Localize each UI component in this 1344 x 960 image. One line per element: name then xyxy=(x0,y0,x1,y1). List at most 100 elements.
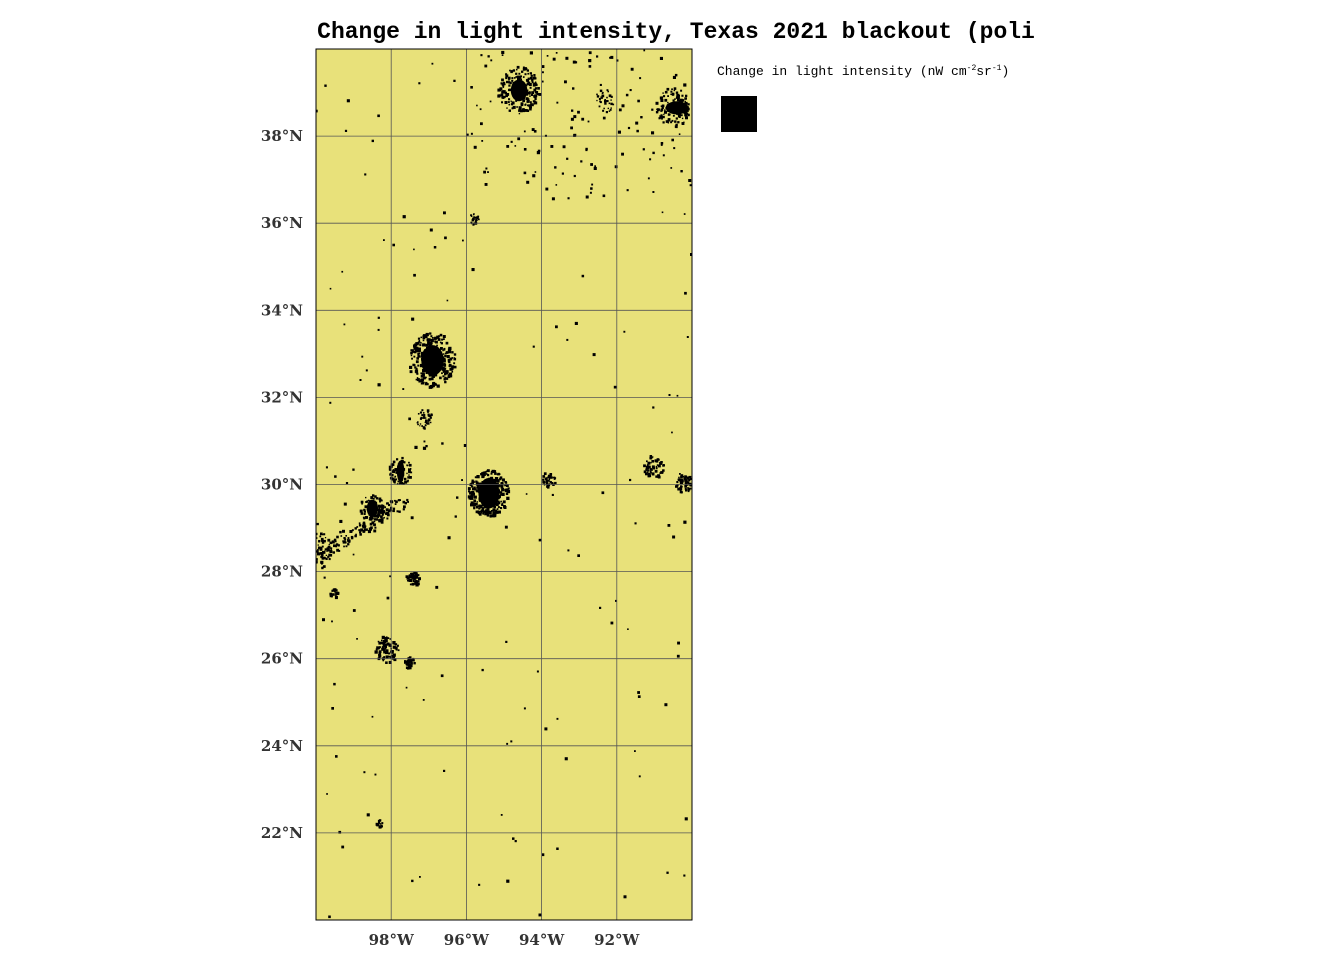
light-dot xyxy=(380,518,384,521)
light-dot xyxy=(666,87,670,91)
light-dot xyxy=(581,117,585,121)
light-dot xyxy=(577,110,580,114)
light-dot xyxy=(629,478,632,482)
light-features xyxy=(316,49,692,919)
light-dot xyxy=(338,550,341,552)
light-dot xyxy=(471,268,475,272)
light-dot xyxy=(537,149,541,153)
light-dot xyxy=(504,525,508,529)
urban-cluster xyxy=(416,409,433,430)
light-dot xyxy=(356,526,359,528)
light-dot xyxy=(626,189,629,192)
light-dot xyxy=(679,473,681,475)
light-dot xyxy=(596,55,599,58)
light-dot xyxy=(328,915,331,919)
light-dot xyxy=(590,163,593,166)
light-dot xyxy=(429,228,433,232)
light-dot xyxy=(440,674,444,678)
longitude-tick-label: 98°W xyxy=(369,931,415,949)
light-dot xyxy=(370,514,373,517)
latitude-tick-label: 28°N xyxy=(261,563,303,581)
light-dot xyxy=(433,246,437,249)
light-dot xyxy=(454,515,457,518)
light-dot xyxy=(394,499,396,502)
light-dot xyxy=(331,540,335,544)
light-dot xyxy=(572,60,576,64)
light-dot xyxy=(667,524,671,527)
light-dot xyxy=(377,316,380,319)
light-dot xyxy=(443,769,446,772)
light-dot xyxy=(352,609,356,612)
light-dot xyxy=(634,750,636,752)
light-dot xyxy=(413,248,415,251)
light-dot xyxy=(396,510,399,513)
light-dot xyxy=(673,147,676,150)
light-dot xyxy=(317,552,321,556)
light-dot xyxy=(362,530,365,533)
light-dot xyxy=(363,522,366,525)
light-dot xyxy=(652,406,655,409)
graticule xyxy=(316,49,692,920)
light-dot xyxy=(329,401,332,404)
light-dot xyxy=(533,130,537,133)
light-dot xyxy=(470,86,473,89)
light-dot xyxy=(345,482,349,485)
light-dot xyxy=(339,530,342,534)
latitude-tick-label: 24°N xyxy=(261,737,303,755)
light-dot xyxy=(366,813,370,817)
light-dot xyxy=(356,638,358,640)
light-dot xyxy=(594,165,596,167)
light-dot xyxy=(321,562,323,565)
light-dot xyxy=(613,385,617,389)
light-dot xyxy=(625,93,629,97)
light-dot xyxy=(615,599,617,602)
light-dot xyxy=(592,353,596,357)
light-dot xyxy=(683,83,687,87)
light-dot xyxy=(328,553,331,556)
light-dot xyxy=(375,514,378,517)
light-dot xyxy=(532,345,535,348)
light-dot xyxy=(683,874,686,877)
light-dot xyxy=(399,499,401,501)
urban-cluster xyxy=(655,87,690,128)
light-dot xyxy=(347,543,350,546)
light-dot xyxy=(355,533,357,536)
light-dot xyxy=(331,707,334,710)
light-dot xyxy=(630,67,634,71)
light-dot xyxy=(686,336,689,338)
light-dot xyxy=(652,191,655,193)
light-dot xyxy=(344,129,348,132)
light-dot xyxy=(372,513,375,516)
light-dot xyxy=(466,133,469,136)
light-dot xyxy=(684,817,688,821)
light-dot xyxy=(447,536,451,540)
light-dot xyxy=(551,493,554,496)
light-dot xyxy=(419,876,421,878)
light-dot xyxy=(463,444,467,447)
light-dot xyxy=(567,197,570,200)
light-dot xyxy=(352,468,355,471)
light-dot xyxy=(388,503,391,507)
light-dot xyxy=(618,108,622,112)
light-dot xyxy=(542,71,544,74)
light-dot xyxy=(406,498,409,502)
light-dot xyxy=(344,541,347,544)
light-dot xyxy=(332,551,335,554)
light-dot xyxy=(443,211,446,215)
light-dot xyxy=(321,556,325,560)
light-dot xyxy=(510,140,513,143)
light-dot xyxy=(554,166,557,169)
light-dot xyxy=(566,338,569,341)
light-dot xyxy=(413,273,416,277)
urban-cluster xyxy=(542,472,557,489)
light-dot xyxy=(671,138,674,142)
light-dot xyxy=(523,171,527,175)
light-dot xyxy=(335,755,338,758)
light-dot xyxy=(392,243,395,247)
light-dot xyxy=(402,388,405,390)
urban-cluster xyxy=(406,571,421,587)
light-dot xyxy=(668,394,671,396)
light-dot xyxy=(643,49,646,52)
light-dot xyxy=(581,274,585,278)
urban-cluster xyxy=(497,65,540,115)
